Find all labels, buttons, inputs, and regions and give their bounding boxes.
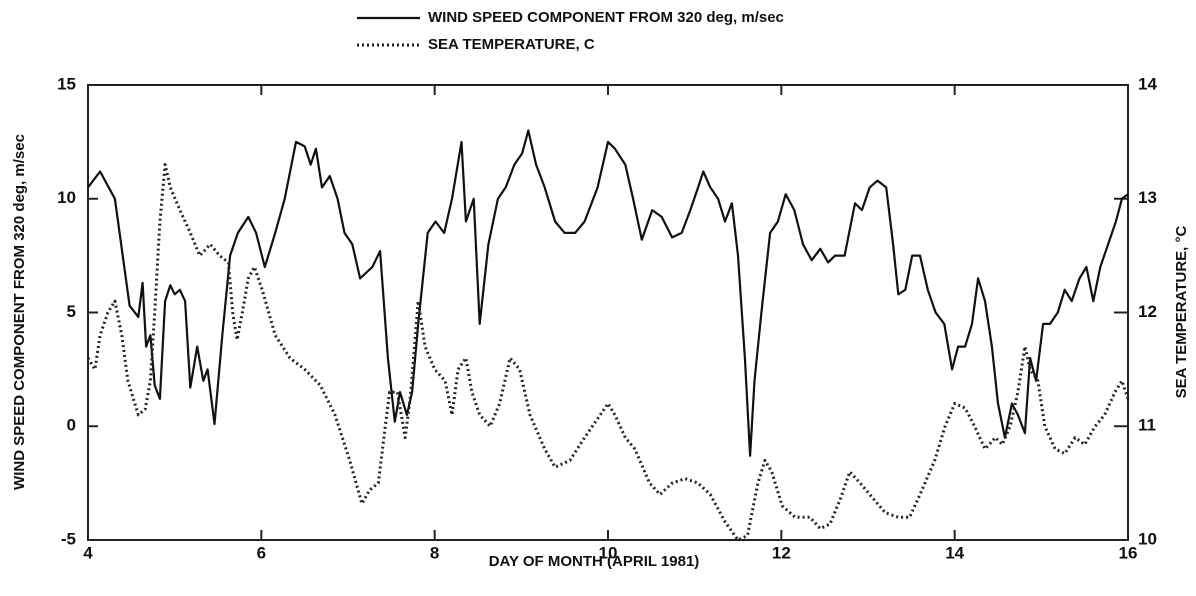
x-tick-label: 6 xyxy=(257,543,266,562)
plot-frame xyxy=(87,84,1129,541)
y-tick-label: 5 xyxy=(67,302,76,321)
y2-tick-label: 11 xyxy=(1138,416,1156,435)
y-tick-label: -5 xyxy=(61,529,76,548)
y-tick-label: 0 xyxy=(67,416,76,435)
legend-label: SEA TEMPERATURE, C xyxy=(428,36,595,53)
x-tick-label: 16 xyxy=(1119,543,1138,562)
y2-tick-label: 13 xyxy=(1138,188,1157,207)
x-tick-label: 14 xyxy=(945,543,964,562)
x-tick-label: 8 xyxy=(430,543,439,562)
x-tick-label: 12 xyxy=(772,543,791,562)
y-tick-label: 15 xyxy=(57,74,76,93)
y-tick-label: 10 xyxy=(57,188,76,207)
y2-axis-label: SEA TEMPERATURE, °C xyxy=(1173,226,1190,399)
series-line xyxy=(86,163,1130,542)
legend-label: WIND SPEED COMPONENT FROM 320 deg, m/sec xyxy=(428,9,784,26)
series-line xyxy=(87,129,1129,457)
y2-tick-label: 14 xyxy=(1138,74,1157,93)
y2-tick-label: 12 xyxy=(1138,302,1157,321)
x-tick-label: 4 xyxy=(83,543,93,562)
y-axis-label: WIND SPEED COMPONENT FROM 320 deg, m/sec xyxy=(11,134,28,490)
x-tick-label: 10 xyxy=(599,543,618,562)
x-axis-label: DAY OF MONTH (APRIL 1981) xyxy=(489,553,700,570)
y2-tick-label: 10 xyxy=(1138,529,1157,548)
